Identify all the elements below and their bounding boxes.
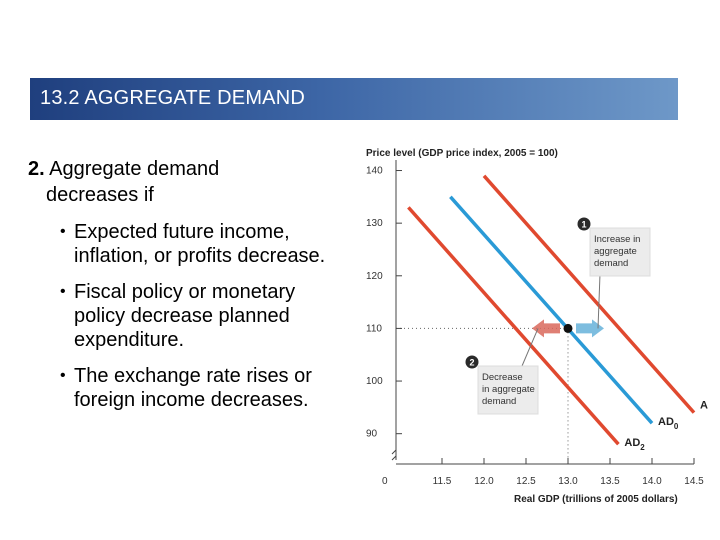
bullet-item: • Fiscal policy or monetary policy decrea…: [28, 280, 348, 352]
axes: 0: [382, 160, 694, 487]
annotation-badge: [577, 217, 591, 231]
aggregate-demand-chart: Price level (GDP price index, 2005 = 100…: [366, 148, 708, 505]
annotation-badge-number: 2: [469, 358, 474, 368]
bullet-dot-icon: •: [60, 283, 66, 300]
bullet-item: • Expected future income, inflation, or p…: [28, 220, 348, 268]
x-tick-label: 14.5: [684, 476, 704, 487]
slide-title: 13.2 AGGREGATE DEMAND: [40, 87, 306, 109]
y-tick-label: 130: [366, 218, 383, 229]
annotation-leader-line: [521, 328, 539, 367]
annotation-box: [589, 227, 651, 277]
heading-line-1: Aggregate demand: [44, 158, 220, 180]
x-tick-label: 12.5: [516, 476, 536, 487]
x-axis-label: Real GDP (trillions of 2005 dollars): [514, 494, 678, 505]
slide-text: 2. Aggregate demand decreases if • Expect…: [28, 156, 348, 424]
ad-curves: AD0AD1AD2: [407, 174, 708, 452]
ad-label-subscript: 2: [640, 443, 645, 452]
x-tick-label: 12.0: [474, 476, 494, 487]
x-tick-label: 13.5: [600, 476, 620, 487]
annotation-text-line: Decrease: [482, 372, 523, 383]
x-tick-label: 14.0: [642, 476, 662, 487]
bullet-dot-icon: •: [60, 367, 66, 384]
ad-label-text: AD: [700, 400, 708, 412]
annotation-text-line: in aggregate: [482, 384, 535, 395]
heading-line-2: decreases if: [46, 184, 154, 206]
origin-label: 0: [382, 476, 388, 487]
annotation-leader-line: [597, 273, 601, 329]
bullet-dot-icon: •: [60, 223, 66, 240]
y-tick-label: 100: [366, 376, 383, 387]
annotation-text-line: Increase in: [594, 234, 640, 245]
ad-curve-1: [482, 174, 696, 414]
y-tick-label: 140: [366, 166, 383, 177]
shift-arrows: [532, 319, 604, 338]
x-tick-label: 13.0: [558, 476, 578, 487]
heading-number: 2.: [28, 158, 45, 180]
annotation-text-line: demand: [482, 396, 516, 407]
bullet-item: • The exchange rate rises or foreign inco…: [28, 364, 348, 412]
ad-label-text: AD: [624, 437, 640, 449]
y-tick-label: 90: [366, 429, 378, 440]
slide-heading: 2. Aggregate demand decreases if: [28, 156, 348, 208]
bullet-list: • Expected future income, inflation, or p…: [28, 220, 348, 412]
ad-label-text: AD: [658, 416, 674, 428]
guide-lines: [396, 327, 569, 464]
bullet-text: Fiscal policy or monetary policy decreas…: [74, 281, 296, 351]
x-tick-label: 11.5: [433, 476, 452, 487]
axis-break-icon: [391, 449, 397, 461]
increase-shift-arrow-icon: [576, 319, 604, 338]
annotation-text-line: demand: [594, 258, 628, 269]
annotation-text-line: aggregate: [594, 246, 637, 257]
bullet-text: Expected future income, inflation, or pr…: [74, 221, 326, 267]
annotation-box: [477, 365, 539, 415]
title-banner: 13.2 AGGREGATE DEMAND: [30, 78, 678, 120]
ad-curve-label-2: AD2: [624, 437, 645, 452]
ad-curve-2: [407, 206, 620, 446]
bullet-text: The exchange rate rises or foreign incom…: [74, 365, 312, 411]
decrease-shift-arrow-icon: [532, 319, 560, 338]
y-tick-label: 110: [366, 323, 382, 334]
ad-label-subscript: 0: [674, 422, 679, 431]
y-tick-label: 120: [366, 271, 383, 282]
ad-curve-0: [449, 195, 654, 425]
ad-curve-label-1: AD1: [700, 400, 708, 415]
ad-curve-label-0: AD0: [658, 416, 679, 431]
y-axis-label: Price level (GDP price index, 2005 = 100…: [366, 148, 558, 159]
equilibrium-point: [563, 323, 573, 333]
annotation-badge: [465, 355, 479, 369]
annotation-badge-number: 1: [581, 220, 586, 230]
